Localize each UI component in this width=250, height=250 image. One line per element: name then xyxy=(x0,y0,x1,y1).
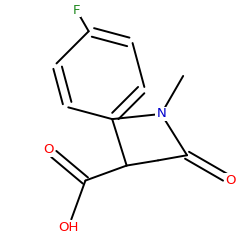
Text: OH: OH xyxy=(58,221,78,234)
Text: O: O xyxy=(225,174,235,187)
Text: F: F xyxy=(72,4,80,16)
Text: N: N xyxy=(156,108,166,120)
Text: O: O xyxy=(43,143,54,156)
